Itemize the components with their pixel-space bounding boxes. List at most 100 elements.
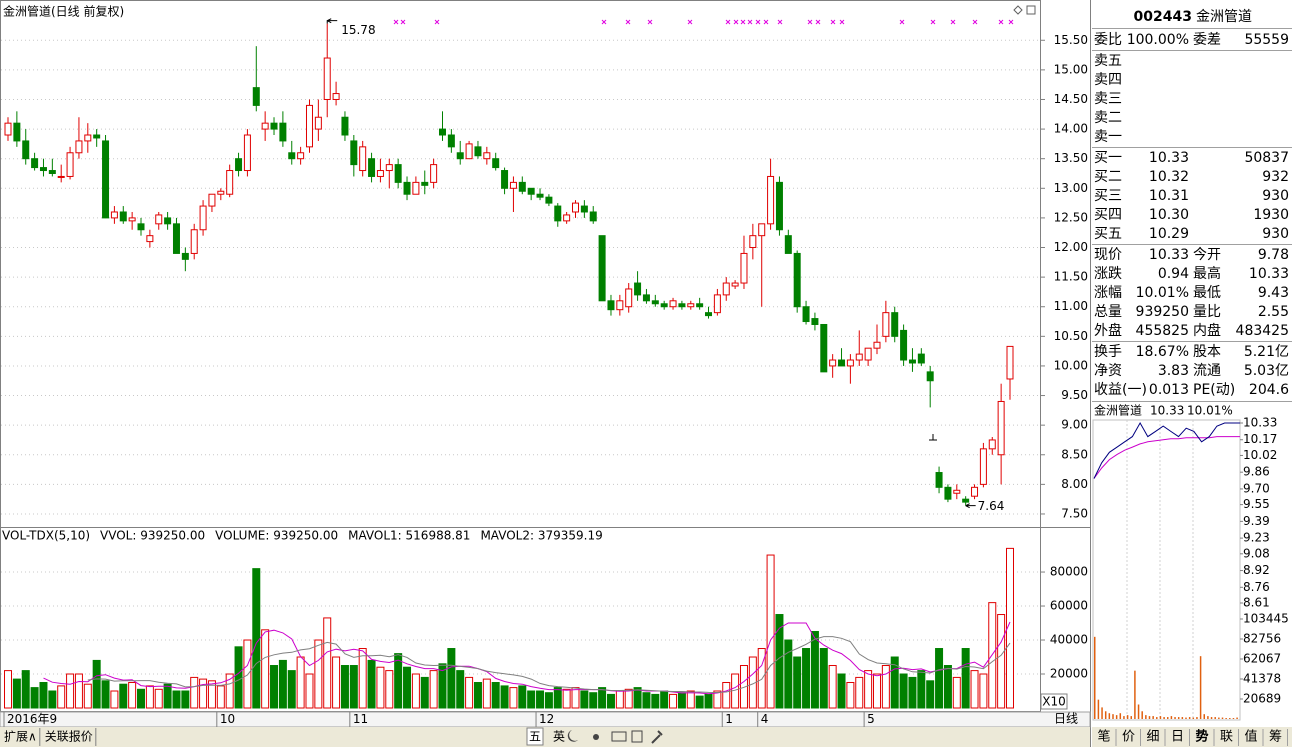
- candle-body: [128, 217, 136, 222]
- volume-bar: [846, 682, 855, 709]
- panel-tab[interactable]: 笔: [1097, 729, 1110, 745]
- quote-label: 最高: [1193, 265, 1221, 282]
- volume-bar: [633, 687, 642, 709]
- intraday-tick-label: 9.70: [1243, 481, 1270, 495]
- intraday-volume-bar: [1123, 716, 1125, 719]
- diamond-button[interactable]: [1013, 5, 1023, 15]
- quote-label: 净资: [1094, 363, 1122, 379]
- toolbar-tab[interactable]: 关联报价: [45, 729, 93, 744]
- candle-body: [75, 140, 83, 154]
- volume-bar: [376, 666, 385, 709]
- volume-bar: [66, 673, 75, 709]
- volume-bar: [810, 631, 819, 709]
- panel-tab[interactable]: 联: [1220, 730, 1233, 745]
- intraday-volume-bar: [1108, 713, 1111, 719]
- date-label: 2016年9: [7, 712, 57, 726]
- y-tick-label: 8.50: [1061, 447, 1088, 461]
- volume-bar: [252, 568, 261, 709]
- candle-body: [447, 134, 455, 148]
- keyboard-icon[interactable]: [611, 731, 627, 742]
- intraday-volume-bar: [1196, 717, 1198, 719]
- candle-body: [226, 170, 234, 195]
- candle-body: [873, 341, 881, 349]
- candle-body: [172, 223, 180, 254]
- panel-tab[interactable]: 筹: [1269, 729, 1282, 745]
- quote-value: 939250: [1136, 304, 1189, 320]
- volume-bar: [385, 670, 394, 709]
- volume-bar: [163, 683, 172, 709]
- moon-icon[interactable]: [567, 730, 578, 742]
- panel-tab[interactable]: 日: [1171, 730, 1184, 745]
- volume-bar: [704, 693, 713, 709]
- candle-body: [323, 57, 331, 100]
- candle-body: [305, 104, 313, 148]
- candle-body: [4, 122, 12, 136]
- intraday-volume-bar: [1159, 716, 1162, 719]
- candle-body: [749, 235, 757, 249]
- candle-body: [740, 252, 748, 284]
- volume-bar: [110, 690, 119, 709]
- event-marker: [899, 19, 905, 25]
- volume-bar: [314, 639, 323, 709]
- event-marker: [625, 19, 631, 25]
- candle-body: [1006, 345, 1014, 380]
- volume-bar: [660, 690, 669, 709]
- volume-bar: [970, 670, 979, 709]
- candle-body: [846, 359, 854, 367]
- candle-body: [971, 486, 979, 497]
- candle-body: [660, 303, 668, 308]
- volume-bar: [527, 690, 536, 709]
- mavol-line: [87, 636, 1011, 694]
- candle-body: [341, 116, 349, 136]
- candle-body: [252, 87, 260, 106]
- volume-bar: [997, 614, 1006, 709]
- panel-tab[interactable]: 值: [1244, 729, 1257, 745]
- candle-body: [731, 282, 739, 287]
- panel-tab[interactable]: 细: [1146, 730, 1159, 745]
- intraday-volume-bar: [1214, 717, 1216, 719]
- intraday-volume-bar: [1199, 656, 1202, 719]
- candle-body: [864, 347, 872, 361]
- volume-bar: [766, 554, 775, 709]
- toolbar-tab[interactable]: 扩展∧: [4, 730, 37, 744]
- date-label: 5: [867, 712, 875, 726]
- candle-body: [509, 181, 517, 189]
- candle-body: [456, 152, 464, 160]
- candle-body: [164, 217, 172, 225]
- intraday-change: 10.01%: [1187, 404, 1233, 418]
- quote-label: 量比: [1193, 304, 1221, 320]
- dot-icon[interactable]: [593, 734, 599, 740]
- quote-label: 股本: [1193, 344, 1221, 360]
- toolbar-button[interactable]: 英: [553, 730, 565, 744]
- volume-bar: [57, 685, 66, 709]
- low-label: 7.64: [978, 499, 1005, 513]
- volume-bar: [358, 648, 367, 709]
- bid-volume: 930: [1262, 226, 1289, 242]
- quote-label: 现价: [1094, 247, 1122, 263]
- candle-body: [297, 152, 305, 160]
- toolbar-button[interactable]: 五: [529, 730, 541, 744]
- volume-bar: [74, 673, 83, 709]
- bid-price: 10.30: [1149, 207, 1189, 223]
- candle-body: [802, 306, 810, 323]
- candle-body: [243, 134, 251, 172]
- bid-volume: 1930: [1253, 207, 1289, 223]
- wrench-icon[interactable]: [651, 730, 663, 744]
- candle-body: [359, 146, 367, 172]
- panel-tab[interactable]: 价: [1122, 730, 1135, 745]
- high-label: 15.78: [341, 23, 375, 37]
- intraday-volume-tick-label: 103445: [1243, 612, 1289, 626]
- panel-tab[interactable]: 势: [1195, 729, 1208, 745]
- bid-volume: 930: [1262, 188, 1289, 204]
- volume-bar: [234, 646, 243, 709]
- y-tick-label: 60000: [1050, 599, 1088, 613]
- volume-bar: [199, 678, 208, 709]
- date-label: 11: [353, 712, 368, 726]
- intraday-price-line: [1093, 421, 1240, 479]
- shirt-icon[interactable]: [631, 730, 643, 743]
- candle-body: [181, 252, 189, 260]
- candle-body: [908, 359, 916, 364]
- square-button[interactable]: [1026, 5, 1036, 15]
- quote-label: 委比: [1094, 32, 1122, 48]
- candle-body: [554, 205, 562, 222]
